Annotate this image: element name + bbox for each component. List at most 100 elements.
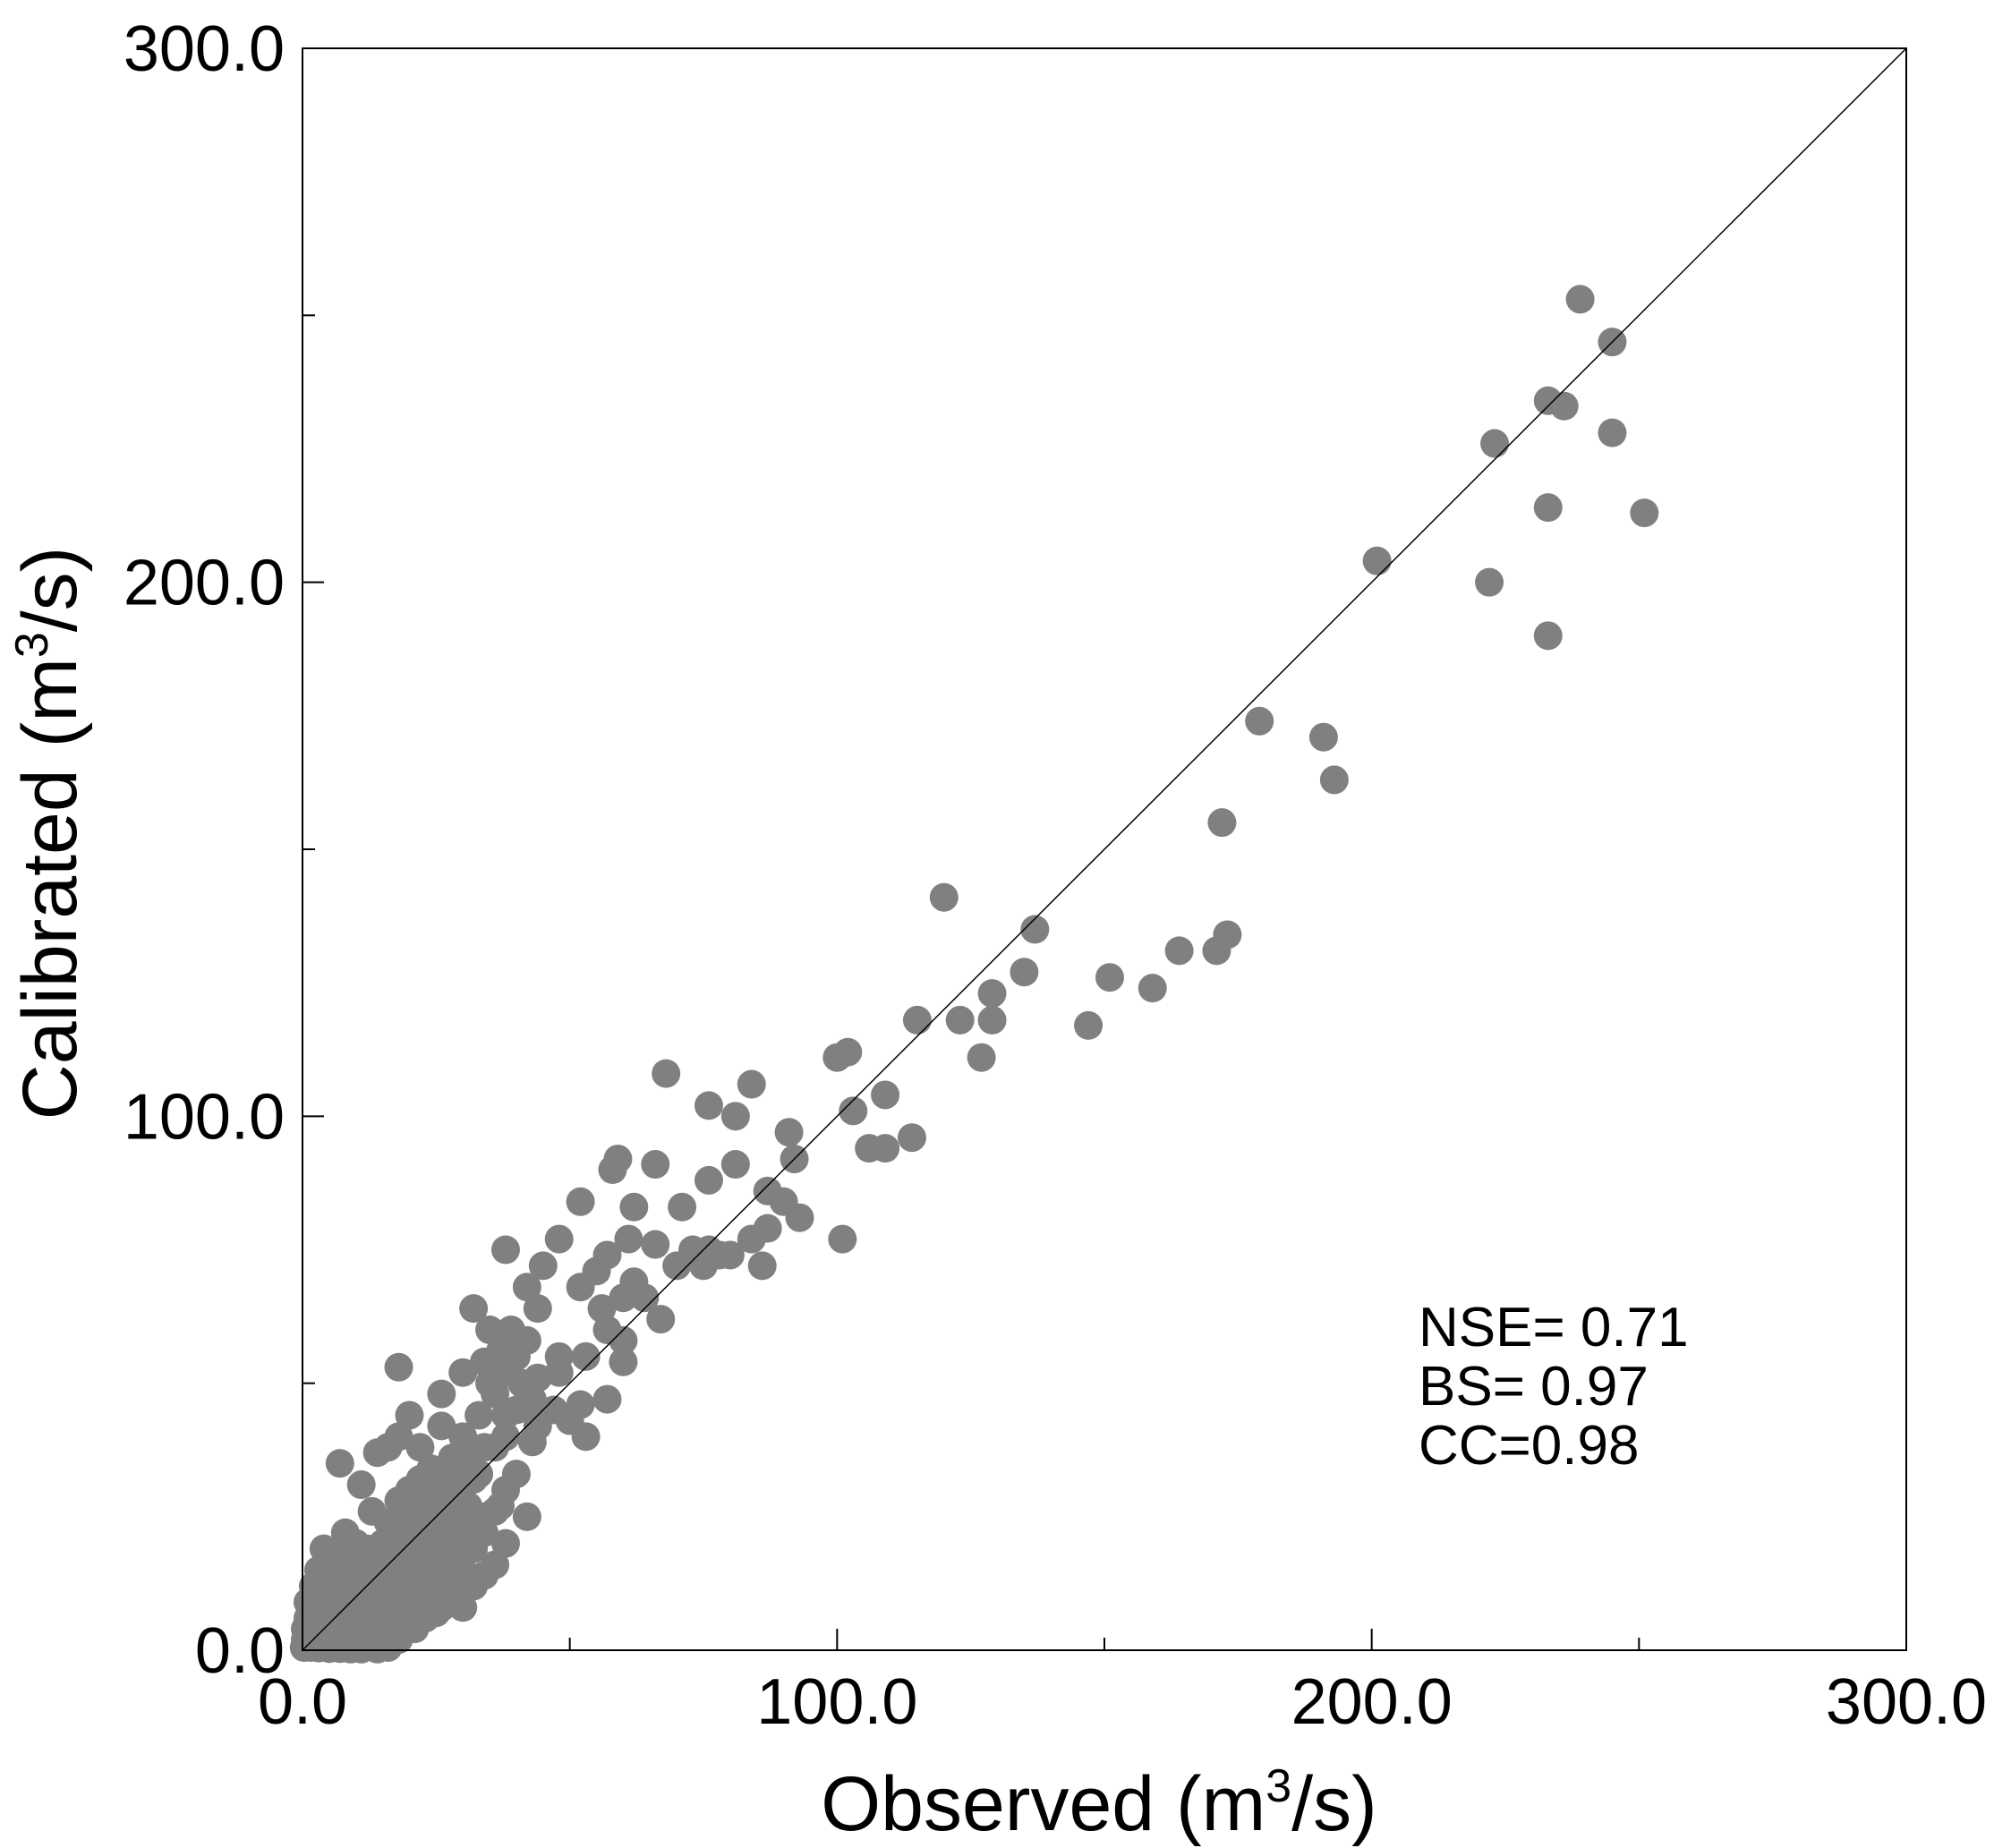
data-point xyxy=(1475,567,1504,597)
y-tick-label: 200.0 xyxy=(124,548,285,619)
data-point xyxy=(566,1273,595,1302)
data-point xyxy=(459,1534,489,1563)
data-point xyxy=(967,1043,996,1072)
data-point xyxy=(517,1427,547,1457)
data-point xyxy=(571,1422,601,1452)
data-point xyxy=(619,1192,649,1222)
data-point xyxy=(630,1283,660,1313)
data-point xyxy=(609,1347,638,1376)
data-point xyxy=(325,1449,354,1478)
data-point xyxy=(1598,418,1627,447)
stat-bs: BS= 0.97 xyxy=(1419,1356,1649,1418)
x-tick-label: 100.0 xyxy=(756,1666,917,1738)
data-point xyxy=(1533,621,1563,651)
data-point xyxy=(1362,546,1392,575)
data-point xyxy=(1207,808,1237,838)
x-axis-unit-sup: 3 xyxy=(1265,1760,1291,1812)
data-point xyxy=(897,1123,926,1153)
data-point xyxy=(871,1134,900,1163)
data-point xyxy=(662,1251,692,1281)
data-point xyxy=(1138,974,1167,1003)
data-point xyxy=(571,1341,601,1371)
data-point xyxy=(481,1433,510,1462)
data-point xyxy=(592,1384,622,1414)
data-point xyxy=(400,1507,430,1537)
data-point xyxy=(833,1037,863,1067)
x-tick-label: 200.0 xyxy=(1291,1666,1453,1738)
data-point xyxy=(325,1604,354,1633)
data-point xyxy=(1319,765,1349,795)
axis-ticks xyxy=(302,47,1907,1651)
data-point xyxy=(641,1230,670,1259)
data-point xyxy=(828,1224,857,1254)
data-point xyxy=(747,1251,777,1281)
data-point xyxy=(512,1502,541,1531)
data-point xyxy=(490,1529,520,1558)
data-point xyxy=(737,1069,766,1099)
tick-labels: 0.00.0 100.0 100.0 200.0 200.0 300.0 300.0 xyxy=(124,13,1987,1738)
data-point xyxy=(1480,429,1510,458)
y-axis-label: Calibrated (m3/s) xyxy=(6,547,93,1120)
data-point xyxy=(1074,1010,1104,1040)
data-point xyxy=(1164,936,1194,966)
one-to-one-line xyxy=(302,47,1907,1651)
data-point xyxy=(1095,963,1124,992)
data-point xyxy=(490,1235,520,1265)
data-point xyxy=(839,1096,868,1126)
y-axis-unit-tail: /s) xyxy=(7,547,93,633)
data-point xyxy=(977,979,1007,1009)
data-point xyxy=(694,1165,723,1195)
data-point xyxy=(422,1470,451,1500)
data-point xyxy=(517,1384,547,1414)
data-point xyxy=(566,1187,595,1216)
x-tick-label: 0.0 xyxy=(258,1666,347,1738)
data-point xyxy=(427,1411,456,1441)
data-point xyxy=(544,1224,574,1254)
data-point xyxy=(432,1507,462,1537)
data-point xyxy=(501,1460,531,1489)
data-point xyxy=(475,1316,505,1344)
x-tick-label: 300.0 xyxy=(1826,1666,1987,1738)
data-point xyxy=(490,1401,520,1430)
data-point xyxy=(448,1358,478,1387)
data-point xyxy=(614,1224,643,1254)
data-point xyxy=(598,1155,627,1184)
data-point xyxy=(1245,706,1274,736)
data-point xyxy=(945,1005,975,1035)
data-point xyxy=(496,1316,525,1344)
data-point xyxy=(481,1496,510,1526)
data-point xyxy=(475,1368,505,1398)
data-point xyxy=(459,1294,489,1324)
data-point xyxy=(346,1470,376,1500)
data-point xyxy=(694,1091,723,1120)
stats-box: NSE= 0.71 BS= 0.97 CC=0.98 xyxy=(1419,1297,1689,1477)
data-point xyxy=(715,1240,745,1270)
y-tick-label: 300.0 xyxy=(124,13,285,85)
data-point xyxy=(486,1336,516,1366)
data-point xyxy=(448,1593,478,1622)
x-axis-label-text: Observed (m xyxy=(821,1761,1265,1847)
x-axis-label: Observed (m3/s) xyxy=(821,1760,1377,1847)
data-point xyxy=(528,1251,558,1281)
data-point xyxy=(1630,498,1659,528)
data-point xyxy=(544,1358,574,1387)
data-point xyxy=(720,1102,750,1131)
y-axis-unit-sup: 3 xyxy=(6,632,58,658)
data-point xyxy=(641,1150,670,1179)
data-point xyxy=(422,1598,451,1628)
data-point xyxy=(785,1203,814,1232)
stat-nse: NSE= 0.71 xyxy=(1419,1297,1689,1358)
data-point xyxy=(609,1283,638,1313)
data-point xyxy=(652,1059,681,1088)
data-point xyxy=(427,1379,456,1409)
data-point xyxy=(1202,936,1231,966)
x-axis-unit-tail: /s) xyxy=(1291,1761,1377,1847)
data-point xyxy=(1565,285,1595,314)
data-point xyxy=(902,1005,932,1035)
y-tick-label: 0.0 xyxy=(195,1615,285,1687)
data-point xyxy=(1549,391,1579,421)
data-point xyxy=(1308,722,1338,752)
data-point xyxy=(1533,493,1563,523)
data-point xyxy=(737,1224,766,1254)
